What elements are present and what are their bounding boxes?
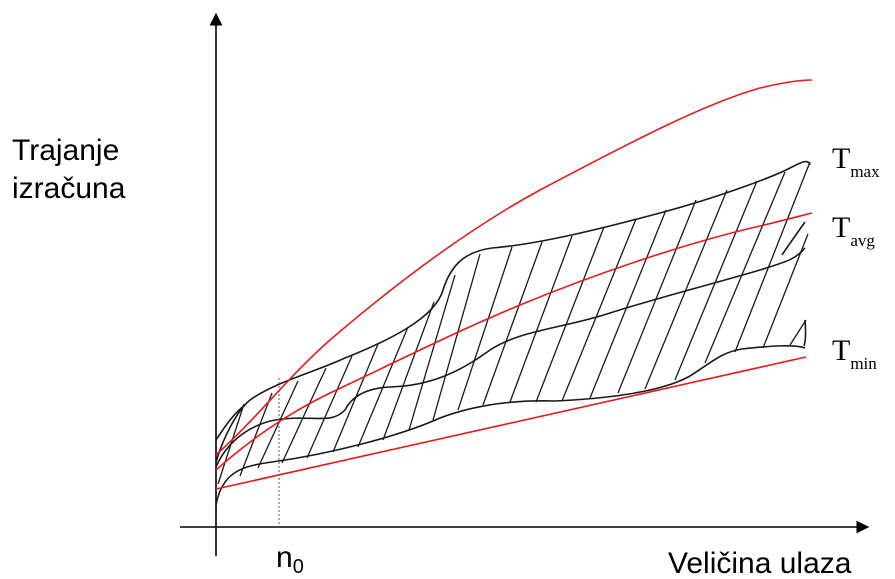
y-axis-label: Trajanje izračuna	[12, 134, 128, 205]
t-max-label: Tmax	[832, 142, 880, 181]
t-max-curve	[215, 79, 813, 456]
t-min-label: Tmin	[832, 334, 877, 373]
t-avg-label: Tavg	[832, 211, 875, 250]
x-axis-label: Veličina ulaza	[668, 547, 852, 579]
band-lower-curve	[215, 319, 807, 506]
t-avg-curve	[215, 212, 813, 471]
band-upper-curve	[215, 160, 811, 463]
n0-label: n0	[276, 541, 304, 578]
band-curves	[215, 160, 811, 506]
y-axis-label-line-1: Trajanje	[12, 134, 119, 167]
bound-curves	[215, 79, 813, 490]
hatched-region	[217, 161, 811, 485]
band-middle-curve	[215, 221, 806, 468]
t-min-curve	[215, 356, 807, 490]
band-left-spike	[215, 403, 247, 441]
y-axis-label-line-2: izračuna	[12, 172, 126, 205]
